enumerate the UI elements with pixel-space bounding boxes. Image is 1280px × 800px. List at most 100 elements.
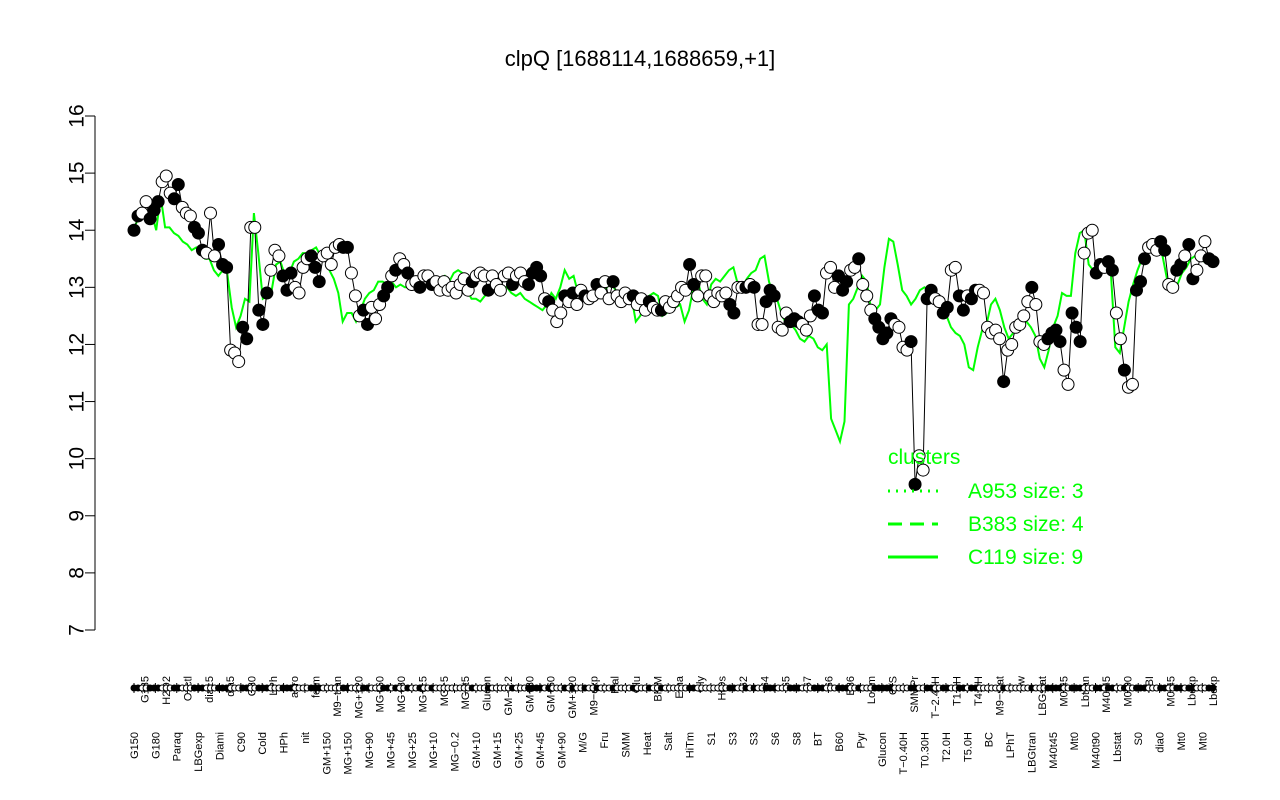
data-point [171,178,185,192]
x-tick-label: Diami [214,732,226,760]
data-point [767,289,781,303]
data-point [183,209,197,223]
x-tick-label: M40t45 [1048,732,1060,769]
data-point [993,332,1007,346]
x-tick-label: GM+120 [567,676,579,719]
y-tick-label: 16 [66,104,89,127]
data-point [208,249,222,263]
x-tick-label: SMMPr [909,676,921,713]
x-tick-label: S3 [727,732,739,745]
y-axis: 7 8 9 10 11 12 13 14 15 16 [66,104,96,636]
data-point [236,320,250,334]
data-point [1206,255,1220,269]
x-tick-label: GM+150 [321,732,333,775]
x-tick-label: LBGstat [1037,676,1049,716]
data-point [1190,263,1204,277]
data-point [570,297,584,311]
x-tick-label: SMM [620,732,632,758]
data-point [807,289,821,303]
x-tick-label: MG+25 [407,732,419,768]
data-point [1025,280,1039,294]
rug-mark [1209,684,1217,692]
data-point [369,312,383,326]
x-tick-label: S8 [791,732,803,745]
data-point [683,257,697,271]
x-tick-label: Lbstat [1112,732,1124,762]
data-point [272,249,286,263]
legend-label: C119 size: 9 [968,546,1083,569]
data-point [916,463,930,477]
x-tick-label: M9−exp [588,676,600,715]
data-point [292,286,306,300]
data-point [775,323,789,337]
data-point [413,280,427,294]
data-point [151,195,165,209]
y-tick-label: 12 [66,333,89,356]
data-point [1138,252,1152,266]
data-point [220,260,234,274]
data-point [554,306,568,320]
data-point [1017,309,1031,323]
data-point [1065,306,1079,320]
chart-title: clpQ [1688114,1688659,+1] [505,46,776,71]
x-tick-label: Heat [642,732,654,755]
x-tick-label: LBGexp [193,732,205,772]
data-point [1105,263,1119,277]
data-point [948,260,962,274]
x-tick-label: BC [984,732,996,747]
data-point [852,252,866,266]
data-point [324,257,338,271]
data-point [1061,377,1075,391]
x-tick-label: G180 [150,732,162,759]
x-tick-label: nit [300,732,312,744]
x-axis: G150G135G180H2O2ParaqOxctlLBGexpdia15Dia… [129,675,1220,774]
x-tick-label: T2.0H [941,732,953,762]
x-tick-label: MG+90 [364,732,376,768]
x-tick-label: M9−tran [332,676,344,717]
x-tick-label: GM+15 [492,732,504,768]
x-tick-label: G150 [129,732,141,759]
x-tick-label: Cold [257,732,269,755]
data-point [493,283,507,297]
data-point [203,206,217,220]
data-point [977,286,991,300]
x-tick-label: Mt0 [1197,732,1209,750]
x-tick-label: GM+10 [471,732,483,768]
x-tick-label: MG+15 [417,676,429,712]
x-tick-label: GM+90 [556,732,568,768]
x-tick-label: M0t45 [1165,676,1177,707]
data-point [212,238,226,251]
data-point [1182,238,1196,251]
x-tick-label: T5.0H [962,732,974,762]
data-point [340,240,354,254]
x-tick-label: Salt [663,732,675,751]
y-tick-label: 8 [66,567,89,579]
x-tick-label: LPhT [1005,732,1017,759]
x-tick-label: T0.30H [920,732,932,768]
data-point [248,220,262,234]
data-point [534,269,548,283]
x-tick-label: M/G [578,732,590,753]
data-point [860,289,874,303]
data-point [727,306,741,320]
legend-title: clusters [888,446,960,469]
x-tick-label: Pyr [855,732,867,749]
data-point [1029,297,1043,311]
data-point [252,303,266,317]
data-point [256,317,270,331]
data-point [840,275,854,289]
data-point [1073,335,1087,349]
x-tick-label: GM+45 [535,732,547,768]
x-tick-label: MG+150 [343,732,355,775]
x-tick-label: S1 [706,732,718,745]
x-tick-label: MG+45 [385,732,397,768]
x-tick-label: Fru [599,732,611,749]
x-tick-label: GM+60 [546,676,558,712]
legend: clusters A953 size: 3 B383 size: 4 C119 si… [888,446,1084,569]
data-point [1113,332,1127,346]
data-point [815,306,829,320]
data-point [348,289,362,303]
data-point [344,266,358,280]
x-tick-label: dia0 [1155,732,1167,753]
